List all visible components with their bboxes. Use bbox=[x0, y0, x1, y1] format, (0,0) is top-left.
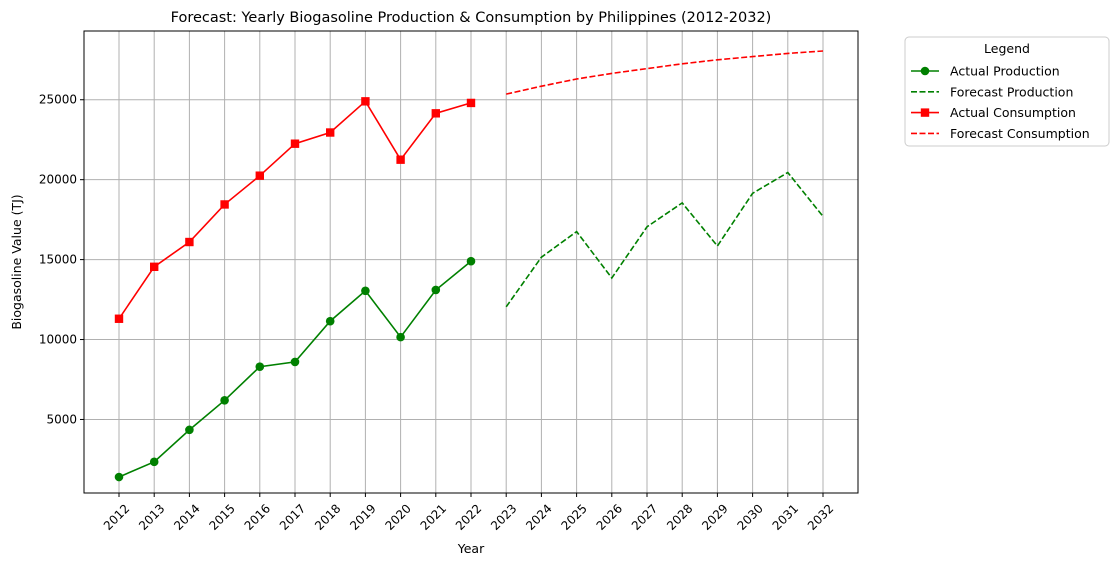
legend-items: Actual Production Forecast Production Actu… bbox=[911, 64, 1090, 141]
legend-box bbox=[904, 36, 1110, 147]
data-point bbox=[466, 98, 476, 108]
data-point bbox=[326, 128, 335, 137]
data-point bbox=[431, 285, 441, 295]
data-point bbox=[290, 139, 300, 148]
y-tick-label: 25000 bbox=[39, 93, 77, 107]
data-point bbox=[220, 395, 229, 405]
data-point bbox=[185, 425, 194, 435]
data-point bbox=[114, 472, 124, 482]
legend-label: Actual Production bbox=[950, 64, 1060, 79]
data-point bbox=[255, 171, 264, 180]
plot-data bbox=[114, 50, 824, 482]
chart-title: Forecast: Yearly Biogasoline Production … bbox=[171, 10, 772, 26]
data-point bbox=[290, 357, 300, 367]
data-point bbox=[361, 286, 370, 296]
legend-label: Actual Consumption bbox=[950, 105, 1076, 120]
x-axis-label: Year bbox=[457, 541, 485, 556]
y-tick-label: 10000 bbox=[39, 333, 77, 347]
data-point bbox=[150, 262, 159, 271]
data-point bbox=[149, 457, 159, 467]
y-tick-label: 5000 bbox=[46, 412, 77, 426]
y-tick-label: 15000 bbox=[39, 253, 77, 267]
y-axis-label: Biogasoline Value (TJ) bbox=[9, 194, 24, 329]
data-point bbox=[325, 316, 335, 326]
data-point bbox=[396, 332, 405, 342]
legend-swatch-marker bbox=[920, 66, 930, 76]
data-point bbox=[431, 109, 440, 118]
legend-label: Forecast Production bbox=[950, 84, 1073, 99]
series-line-forecast-consumption bbox=[506, 50, 824, 95]
y-tick-label: 20000 bbox=[39, 173, 77, 187]
legend: Legend Actual Production Forecast Product… bbox=[904, 36, 1110, 147]
legend-title: Legend bbox=[984, 41, 1030, 56]
data-point bbox=[114, 314, 124, 323]
legend-swatch-marker bbox=[920, 108, 930, 117]
data-point bbox=[396, 155, 405, 164]
data-point bbox=[255, 362, 265, 372]
data-point bbox=[185, 237, 194, 247]
legend-label: Forecast Consumption bbox=[950, 126, 1090, 141]
data-point bbox=[220, 200, 229, 209]
data-point bbox=[361, 97, 370, 106]
data-point bbox=[466, 256, 476, 266]
